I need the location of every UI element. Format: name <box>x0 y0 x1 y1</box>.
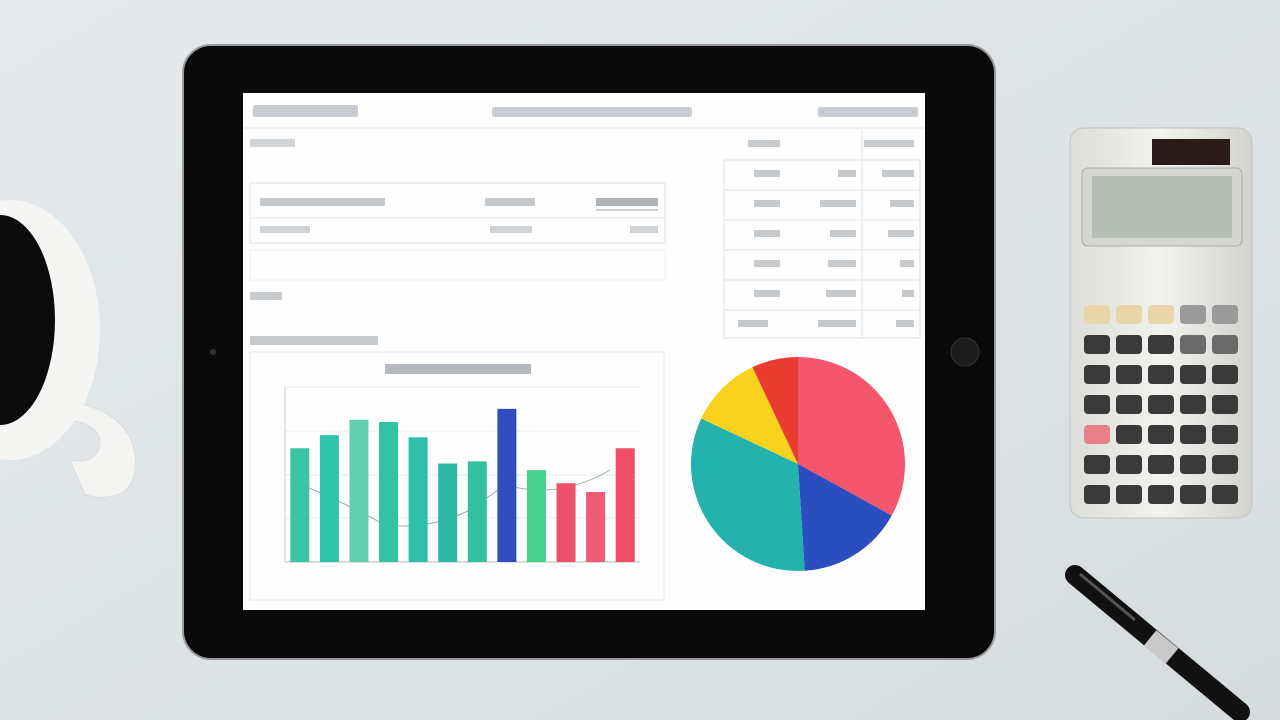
calculator-key <box>1084 485 1110 504</box>
pie-slice <box>798 357 906 516</box>
calculator-key <box>1180 425 1206 444</box>
bar <box>379 422 399 562</box>
calculator-key <box>1116 365 1142 384</box>
calculator-key <box>1212 365 1238 384</box>
chart-heading <box>385 364 531 374</box>
calculator-key <box>1148 335 1174 354</box>
calculator-key <box>1148 395 1174 414</box>
calculator-key <box>1212 395 1238 414</box>
calculator-key <box>1212 485 1238 504</box>
calculator-key <box>1212 455 1238 474</box>
calculator-key <box>1148 365 1174 384</box>
tablet <box>182 44 996 660</box>
calculator-key <box>1084 425 1110 444</box>
calculator-key <box>1116 335 1142 354</box>
bar <box>290 448 310 562</box>
calculator-key <box>1116 485 1142 504</box>
calculator-key <box>1148 305 1174 324</box>
calculator-key <box>1180 365 1206 384</box>
bar <box>615 448 635 562</box>
calculator-key <box>1180 485 1206 504</box>
calculator-key <box>1116 455 1142 474</box>
calculator-key <box>1084 455 1110 474</box>
calculator <box>1069 127 1253 519</box>
bar <box>556 483 576 562</box>
bar <box>408 437 428 562</box>
pie-slice <box>798 464 892 571</box>
data-table <box>723 130 921 339</box>
bar <box>586 492 606 562</box>
pen <box>1065 565 1250 720</box>
calculator-key <box>1212 305 1238 324</box>
pie-slice <box>691 418 805 571</box>
calculator-key <box>1180 455 1206 474</box>
calculator-key <box>1180 305 1206 324</box>
pie-slice <box>752 356 798 464</box>
calculator-key <box>1116 425 1142 444</box>
calculator-key <box>1180 395 1206 414</box>
pie-slice <box>701 367 798 464</box>
calculator-key <box>1180 335 1206 354</box>
bar <box>438 463 458 562</box>
chart-panel <box>249 351 665 601</box>
calculator-key <box>1148 455 1174 474</box>
bar <box>526 470 546 562</box>
calculator-key <box>1148 485 1174 504</box>
calculator-key <box>1212 335 1238 354</box>
chart-gridlines <box>285 386 640 519</box>
calculator-key <box>1116 305 1142 324</box>
bar <box>319 435 339 562</box>
calculator-key <box>1148 425 1174 444</box>
bar <box>497 408 517 562</box>
calculator-key <box>1084 365 1110 384</box>
calculator-key <box>1084 395 1110 414</box>
bar <box>349 419 369 562</box>
calculator-key <box>1212 425 1238 444</box>
form-area <box>249 139 666 345</box>
bar <box>467 461 487 562</box>
coffee-mug <box>0 200 136 498</box>
calculator-key <box>1116 395 1142 414</box>
screen-header <box>253 105 918 117</box>
table-cells <box>738 140 914 327</box>
calculator-key <box>1084 305 1110 324</box>
calculator-key <box>1084 335 1110 354</box>
